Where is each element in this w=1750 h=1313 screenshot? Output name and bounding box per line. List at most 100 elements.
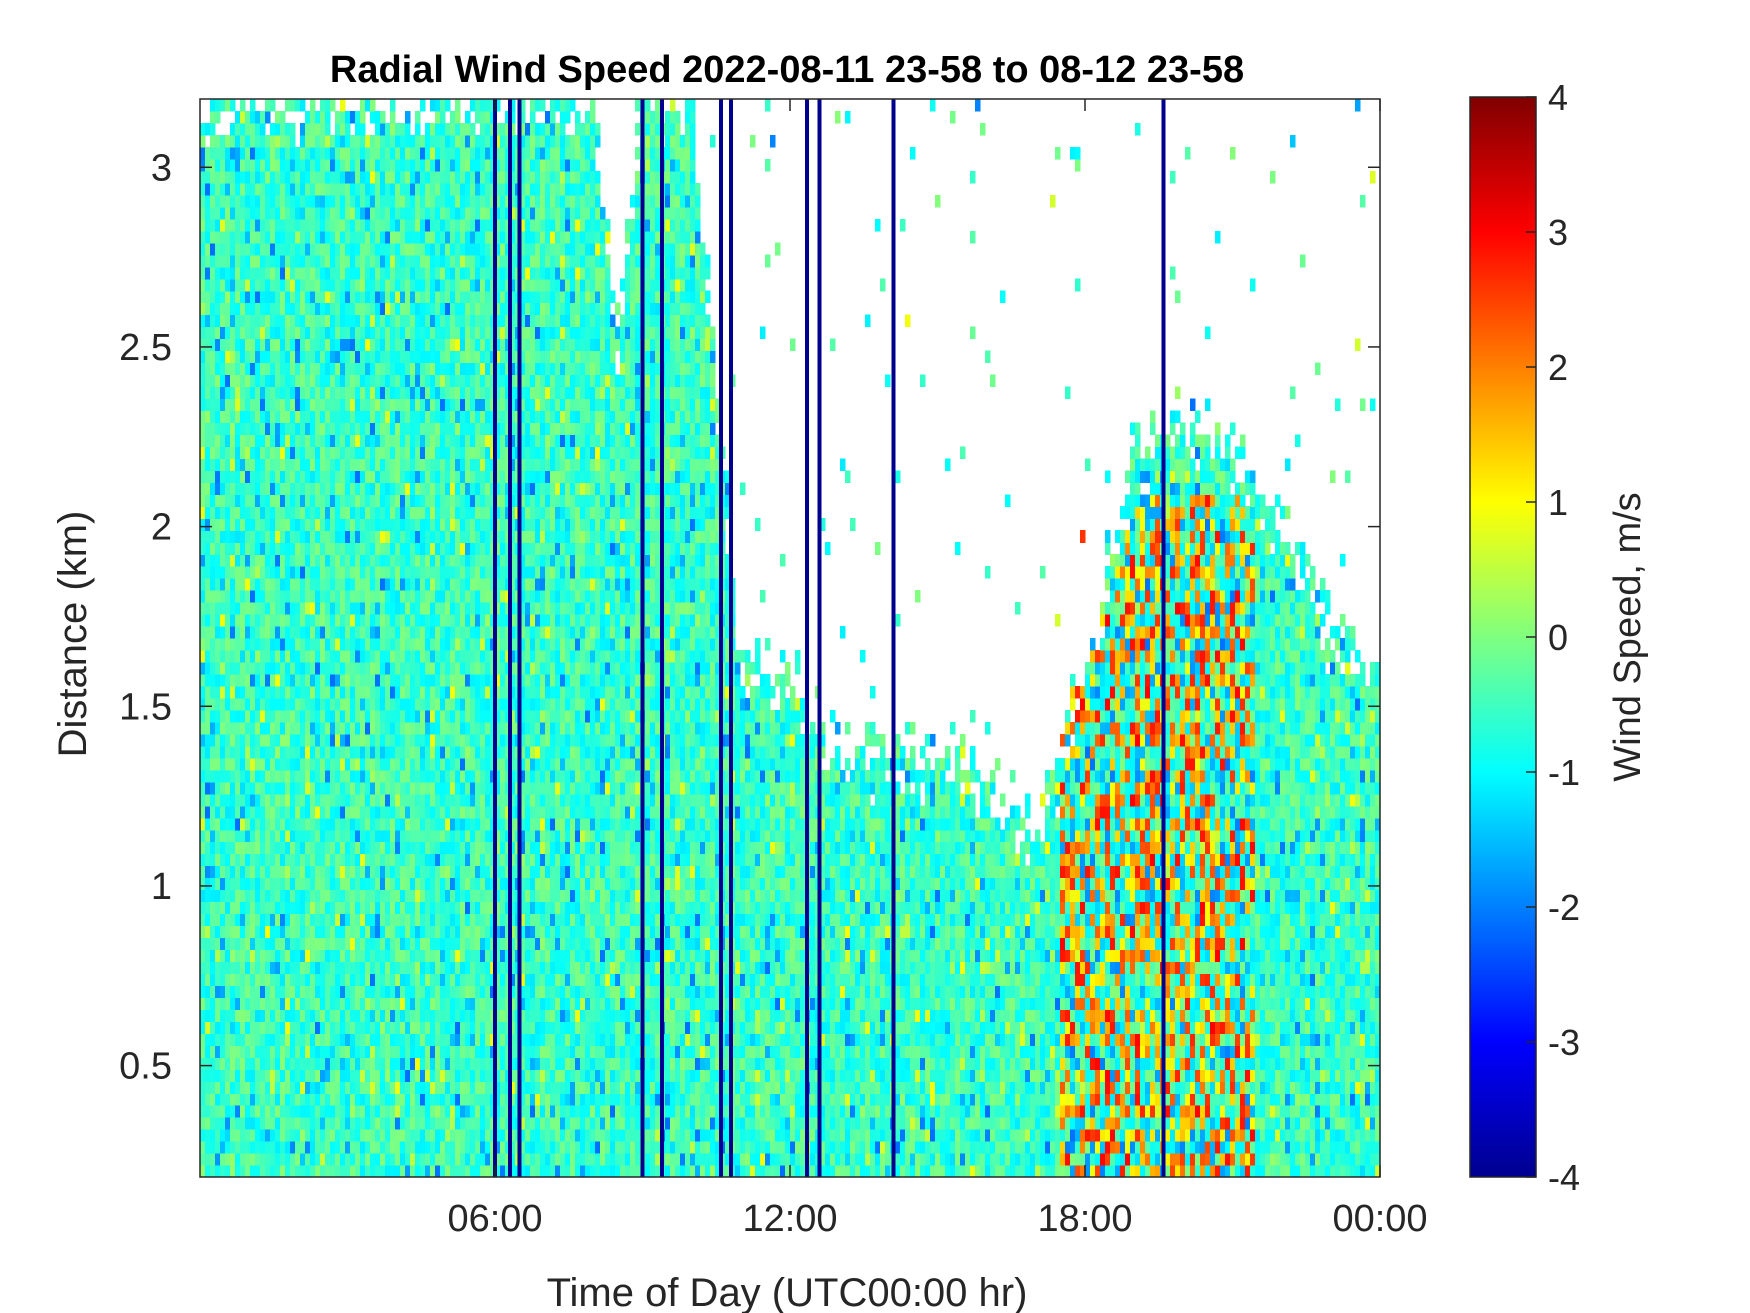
heatmap-cell [265,721,271,735]
heatmap-cell [275,697,281,711]
heatmap-cell [390,961,396,974]
heatmap-cell [370,470,376,483]
heatmap-cell [320,865,326,879]
heatmap-cell [250,146,256,160]
heatmap-cell [270,446,276,459]
heatmap-cell [235,470,241,483]
heatmap-cell [435,781,441,795]
heatmap-cell [250,985,256,998]
heatmap-cell [300,134,306,148]
heatmap-cell [230,1081,236,1094]
heatmap-cell [400,578,406,591]
heatmap-cell [260,709,266,723]
heatmap-cell [345,841,351,855]
heatmap-cell [455,1117,461,1130]
heatmap-cell [380,602,386,615]
heatmap-cell [440,530,446,543]
heatmap-cell [285,1033,291,1046]
heatmap-cell [440,697,446,711]
heatmap-cell [460,889,466,903]
heatmap-cell [440,793,446,807]
heatmap-cell [290,554,296,567]
heatmap-cell [340,649,346,663]
heatmap-cell [385,733,391,747]
heatmap-cell [320,99,326,112]
heatmap-cell [210,709,216,723]
heatmap-cell [420,1165,426,1178]
heatmap-cell [365,649,371,663]
heatmap-cell [245,122,251,136]
heatmap-cell [275,146,281,160]
heatmap-cell [320,494,326,507]
heatmap-cell [395,1141,401,1154]
heatmap-cell [325,1033,331,1046]
heatmap-cell [220,386,226,400]
heatmap-cell [465,194,471,208]
heatmap-cell [455,350,461,364]
heatmap-cell [355,817,361,831]
heatmap-cell [220,194,226,208]
heatmap-cell [255,673,261,687]
heatmap-cell [270,817,276,831]
heatmap-cell [285,697,291,711]
heatmap-cell [225,877,231,891]
heatmap-cell [260,805,266,819]
heatmap-cell [450,170,456,184]
heatmap-cell [230,158,236,172]
heatmap-cell [340,110,346,124]
heatmap-cell [470,793,476,807]
heatmap-cell [385,865,391,879]
heatmap-cell [230,961,236,974]
heatmap-cell [460,638,466,651]
heatmap-cell [290,1021,296,1034]
heatmap-cell [255,554,261,567]
heatmap-cell [275,865,281,879]
heatmap-cell [240,1105,246,1118]
heatmap-cell [205,817,211,831]
heatmap-cell [300,638,306,651]
heatmap-cell [270,242,276,256]
heatmap-cell [220,1009,226,1022]
heatmap-cell [420,254,426,268]
heatmap-cell [210,889,216,903]
heatmap-cell [310,254,316,268]
heatmap-cell [385,578,391,591]
heatmap-cell [425,386,431,400]
heatmap-cell [205,853,211,867]
heatmap-cell [245,685,251,699]
heatmap-cell [245,1081,251,1094]
heatmap-cell [430,398,436,412]
heatmap-cell [365,961,371,974]
heatmap-cell [200,697,206,711]
heatmap-cell [410,1021,416,1034]
heatmap-cell [420,733,426,747]
heatmap-cell [235,853,241,867]
heatmap-cell [340,1153,346,1166]
heatmap-cell [405,566,411,579]
heatmap-cell [305,949,311,962]
heatmap-cell [345,554,351,567]
heatmap-cell [290,566,296,579]
heatmap-cell [305,889,311,903]
heatmap-cell [250,817,256,831]
heatmap-cell [250,218,256,232]
heatmap-cell [230,1117,236,1130]
heatmap-cell [415,146,421,160]
heatmap-cell [200,709,206,723]
heatmap-cell [310,266,316,280]
heatmap-cell [345,326,351,340]
heatmap-cell [355,1141,361,1154]
heatmap-cell [425,973,431,986]
heatmap-cell [275,685,281,699]
heatmap-cell [350,134,356,148]
heatmap-cell [220,853,226,867]
heatmap-cell [260,1093,266,1106]
heatmap-cell [270,638,276,651]
heatmap-cell [385,745,391,759]
heatmap-cell [455,685,461,699]
heatmap-cell [335,853,341,867]
heatmap-cell [400,781,406,795]
heatmap-cell [280,853,286,867]
heatmap-cell [275,590,281,603]
heatmap-cell [275,290,281,304]
